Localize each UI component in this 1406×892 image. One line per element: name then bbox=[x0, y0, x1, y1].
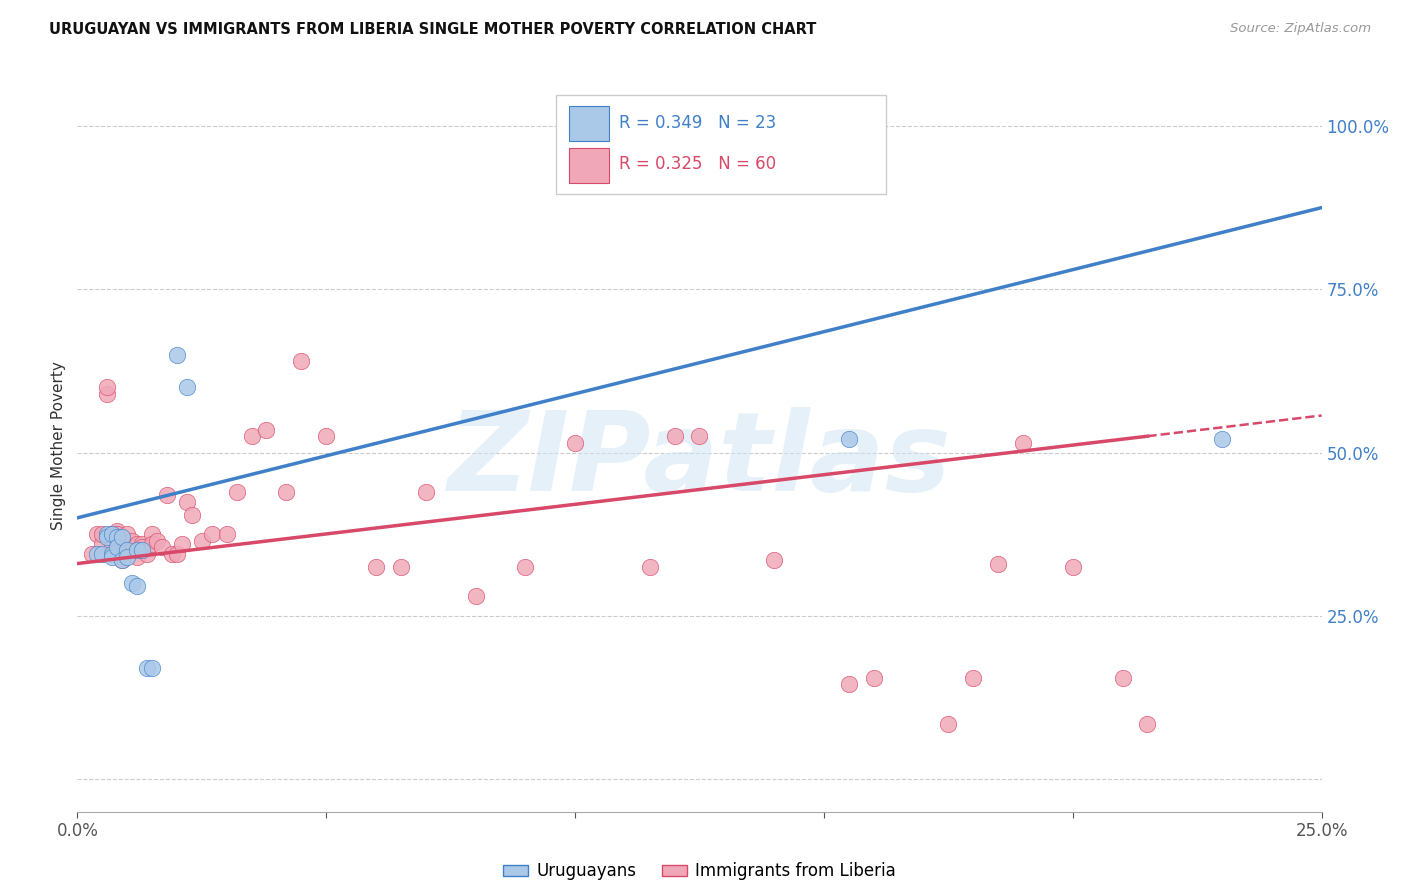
Point bbox=[515, 559, 537, 574]
Point bbox=[91, 527, 114, 541]
Point bbox=[131, 537, 153, 551]
Point bbox=[166, 547, 188, 561]
Point bbox=[276, 484, 298, 499]
Point bbox=[1211, 433, 1233, 447]
Point bbox=[838, 677, 860, 691]
Point bbox=[111, 547, 134, 561]
Point bbox=[141, 537, 163, 551]
Point bbox=[125, 579, 148, 593]
Point bbox=[111, 553, 134, 567]
Point bbox=[121, 576, 143, 591]
Point bbox=[91, 547, 114, 561]
Point bbox=[101, 547, 124, 561]
Point bbox=[125, 543, 148, 558]
Point bbox=[105, 527, 128, 541]
Point bbox=[176, 380, 198, 394]
Point bbox=[82, 547, 104, 561]
Point bbox=[290, 354, 312, 368]
Point bbox=[215, 527, 238, 541]
Point bbox=[125, 549, 148, 564]
Point bbox=[1111, 671, 1133, 685]
Point bbox=[166, 348, 188, 362]
Point bbox=[150, 540, 173, 554]
Y-axis label: Single Mother Poverty: Single Mother Poverty bbox=[51, 361, 66, 531]
Point bbox=[315, 429, 337, 443]
Point bbox=[115, 543, 138, 558]
Point bbox=[101, 540, 124, 554]
Text: ZIPatlas: ZIPatlas bbox=[447, 407, 952, 514]
Point bbox=[91, 537, 114, 551]
Point bbox=[121, 540, 143, 554]
Point bbox=[987, 557, 1010, 571]
Point bbox=[564, 435, 586, 450]
Point bbox=[763, 553, 786, 567]
Point bbox=[105, 537, 128, 551]
Point bbox=[86, 547, 108, 561]
Text: Source: ZipAtlas.com: Source: ZipAtlas.com bbox=[1230, 22, 1371, 36]
Point bbox=[176, 494, 198, 508]
Point bbox=[464, 589, 486, 603]
Point bbox=[136, 547, 159, 561]
Point bbox=[664, 429, 686, 443]
Point bbox=[111, 530, 134, 544]
FancyBboxPatch shape bbox=[557, 95, 886, 194]
Point bbox=[96, 380, 118, 394]
Point bbox=[225, 484, 247, 499]
Point bbox=[191, 533, 214, 548]
Point bbox=[862, 671, 884, 685]
FancyBboxPatch shape bbox=[569, 147, 609, 183]
Point bbox=[96, 527, 118, 541]
Point bbox=[105, 524, 128, 538]
Point bbox=[86, 527, 108, 541]
Point bbox=[638, 559, 661, 574]
Point bbox=[105, 530, 128, 544]
Point bbox=[101, 527, 124, 541]
Point bbox=[156, 488, 179, 502]
Point bbox=[180, 508, 202, 522]
Point bbox=[838, 433, 860, 447]
Point bbox=[111, 553, 134, 567]
Point bbox=[170, 537, 193, 551]
Point bbox=[141, 661, 163, 675]
Text: R = 0.325   N = 60: R = 0.325 N = 60 bbox=[619, 155, 776, 173]
Point bbox=[96, 530, 118, 544]
Text: URUGUAYAN VS IMMIGRANTS FROM LIBERIA SINGLE MOTHER POVERTY CORRELATION CHART: URUGUAYAN VS IMMIGRANTS FROM LIBERIA SIN… bbox=[49, 22, 817, 37]
Point bbox=[125, 537, 148, 551]
Point bbox=[389, 559, 412, 574]
Point bbox=[115, 549, 138, 564]
Point bbox=[689, 429, 711, 443]
Point bbox=[201, 527, 224, 541]
Point bbox=[96, 386, 118, 401]
Point bbox=[131, 543, 153, 558]
Point bbox=[115, 540, 138, 554]
Point bbox=[146, 533, 169, 548]
Point bbox=[256, 423, 278, 437]
Point bbox=[160, 547, 183, 561]
Point bbox=[415, 484, 437, 499]
Legend: Uruguayans, Immigrants from Liberia: Uruguayans, Immigrants from Liberia bbox=[503, 863, 896, 880]
Point bbox=[962, 671, 984, 685]
FancyBboxPatch shape bbox=[569, 106, 609, 141]
Point bbox=[131, 540, 153, 554]
Point bbox=[101, 527, 124, 541]
Point bbox=[364, 559, 387, 574]
Point bbox=[240, 429, 263, 443]
Point bbox=[105, 540, 128, 554]
Point bbox=[115, 527, 138, 541]
Point bbox=[121, 533, 143, 548]
Point bbox=[141, 527, 163, 541]
Point bbox=[1062, 559, 1084, 574]
Point bbox=[1012, 435, 1035, 450]
Text: R = 0.349   N = 23: R = 0.349 N = 23 bbox=[619, 113, 776, 132]
Point bbox=[938, 716, 960, 731]
Point bbox=[1136, 716, 1159, 731]
Point bbox=[136, 661, 159, 675]
Point bbox=[101, 549, 124, 564]
